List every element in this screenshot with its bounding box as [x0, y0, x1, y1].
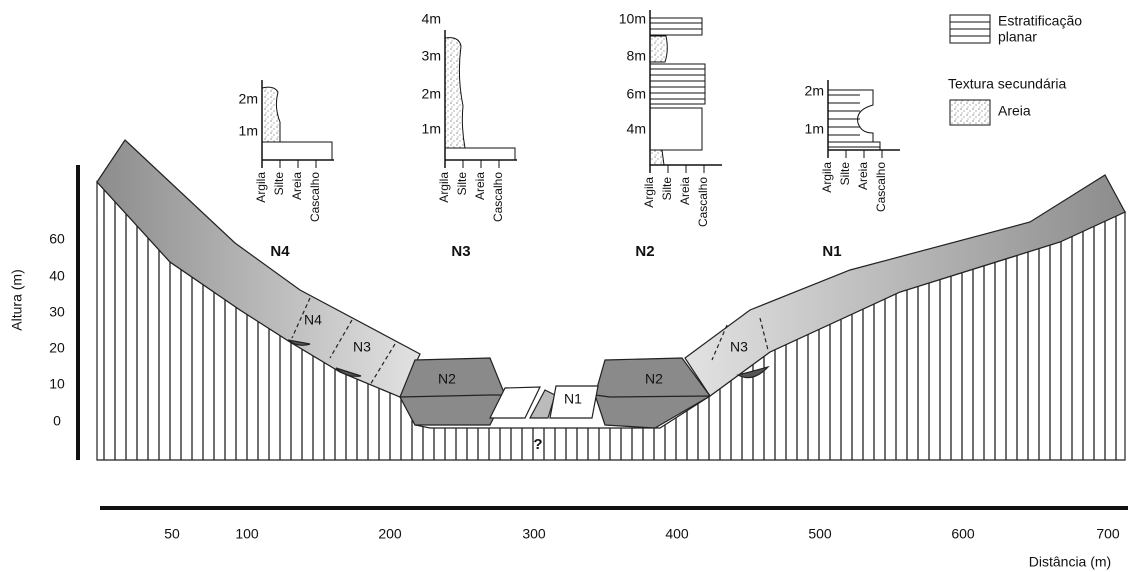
x-label: 600 [951, 526, 975, 542]
x-label: 200 [378, 526, 402, 542]
y-axis-title: Altura (m) [9, 269, 25, 330]
x-label: 50 [164, 526, 180, 542]
legend-sand-swatch [950, 100, 990, 125]
log-scale-label: 8m [627, 48, 646, 64]
grain-label: Cascalho [491, 172, 505, 222]
terrace-label: N2 [438, 371, 456, 387]
grain-label: Argila [254, 172, 268, 203]
terrace-label: N3 [730, 339, 748, 355]
log-name: N3 [451, 243, 470, 260]
log-scale-label: 4m [422, 11, 441, 27]
log-scale-label: 2m [805, 83, 824, 99]
terrace-label: N1 [564, 391, 582, 407]
x-label: 500 [808, 526, 832, 542]
log-name: N1 [822, 243, 841, 260]
grain-label: Silte [660, 177, 674, 201]
x-label: 300 [522, 526, 546, 542]
terrace-label: N3 [353, 339, 371, 355]
terrain [97, 140, 1125, 460]
legend-label: planar [998, 29, 1037, 45]
grain-label: Argila [820, 162, 834, 193]
log-scale-label: 2m [422, 86, 441, 102]
grain-label: Cascalho [308, 172, 322, 222]
y-label: 30 [49, 304, 65, 320]
y-label: 0 [53, 413, 61, 429]
grain-label: Cascalho [696, 177, 710, 227]
x-axis-title: Distância (m) [1029, 554, 1111, 570]
log-profile [445, 38, 465, 148]
cross-section: Altura (m) Distância (m) ? Estratificaçã… [0, 0, 1132, 572]
terrace-label: N2 [645, 371, 663, 387]
x-label: 700 [1096, 526, 1120, 542]
log-name: N2 [635, 243, 654, 260]
y-label: 10 [49, 376, 65, 392]
log-profile [650, 150, 664, 165]
legend-label: Estratificação [998, 13, 1082, 29]
log-scale-label: 1m [239, 123, 258, 139]
log-scale-label: 10m [619, 11, 646, 27]
log-bed [650, 64, 705, 104]
log-scale-label: 2m [239, 91, 258, 107]
grain-label: Cascalho [874, 162, 888, 212]
grain-label: Argila [642, 177, 656, 208]
grain-label: Silte [838, 162, 852, 186]
n2-left [400, 358, 505, 425]
legend-heading: Textura secundária [948, 76, 1067, 92]
grain-label: Areia [678, 177, 692, 205]
log-profile [828, 90, 873, 142]
grain-label: Areia [290, 172, 304, 200]
log-scale-label: 6m [627, 86, 646, 102]
y-label: 40 [49, 268, 65, 284]
log-scale-label: 3m [422, 48, 441, 64]
unknown-mark: ? [533, 436, 542, 453]
log-scale-label: 4m [627, 121, 646, 137]
log-bed [445, 148, 515, 160]
grain-label: Areia [856, 162, 870, 190]
x-label: 400 [665, 526, 689, 542]
legend: Estratificação planar Textura secundária… [948, 13, 1082, 125]
log-bed [650, 108, 702, 150]
grain-label: Silte [272, 172, 286, 196]
log-name: N4 [270, 243, 290, 260]
terrace-label: N4 [304, 312, 322, 328]
grain-label: Areia [473, 172, 487, 200]
log-scale-label: 1m [805, 121, 824, 137]
log-bed [650, 18, 702, 35]
log-profile [650, 36, 667, 62]
y-label: 20 [49, 340, 65, 356]
grain-label: Silte [455, 172, 469, 196]
log-bed [262, 142, 332, 160]
x-label: 100 [235, 526, 259, 542]
log-bed [828, 142, 880, 150]
y-label: 60 [49, 231, 65, 247]
legend-label: Areia [998, 103, 1031, 119]
grain-label: Argila [437, 172, 451, 203]
log-scale-label: 1m [422, 121, 441, 137]
